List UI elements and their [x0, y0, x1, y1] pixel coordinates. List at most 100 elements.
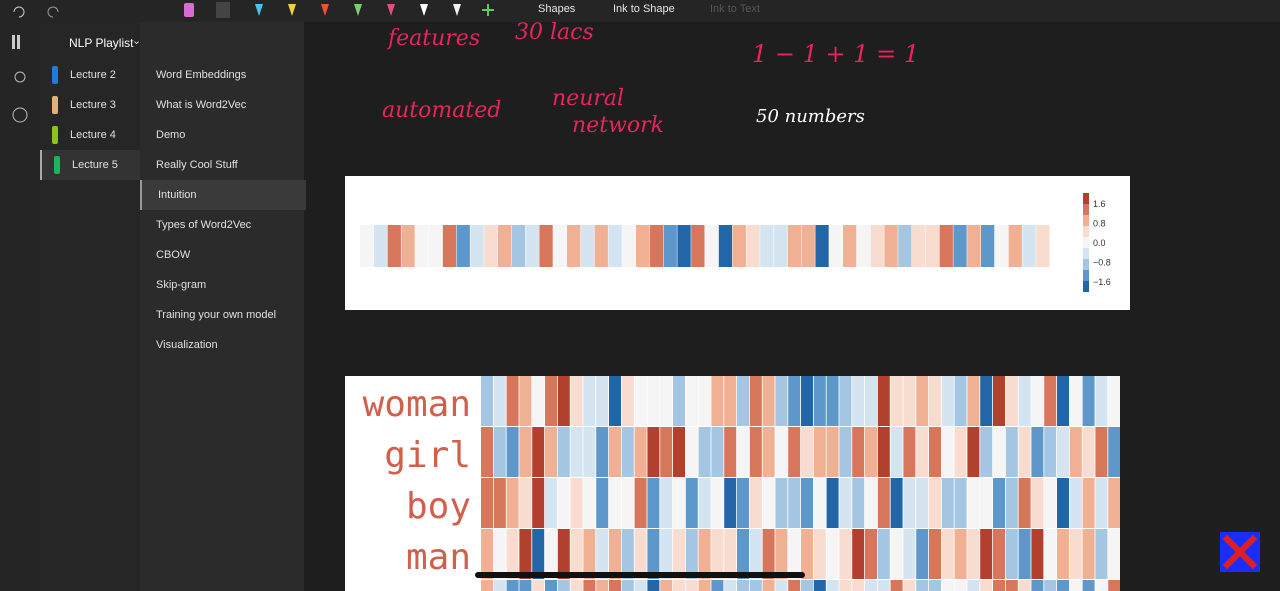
page-label: Intuition — [158, 189, 197, 201]
section-item[interactable]: Lecture 4 — [40, 120, 140, 150]
heat-cell — [1044, 376, 1057, 426]
heat-cell — [967, 478, 980, 528]
heat-cell — [994, 225, 1009, 267]
heat-cell — [519, 376, 532, 426]
heat-cell — [1005, 529, 1018, 579]
heat-cell — [663, 225, 677, 267]
heat-cell — [1057, 580, 1069, 591]
section-item[interactable]: Lecture 2 — [40, 60, 140, 90]
section-item[interactable]: Lecture 5 — [40, 150, 142, 180]
page-label: Skip-gram — [156, 279, 207, 291]
heat-cell — [649, 225, 664, 267]
heat-cell — [967, 225, 981, 267]
row-label: woman — [363, 384, 471, 425]
page-label: CBOW — [156, 249, 191, 261]
ink-to-shape-button[interactable]: Ink to Shape — [613, 3, 675, 15]
heat-cell — [647, 376, 660, 426]
heat-cell — [890, 529, 903, 579]
page-item[interactable]: Intuition — [140, 180, 306, 210]
heat-cell — [609, 580, 621, 591]
section-color — [52, 126, 58, 144]
heat-cell — [415, 225, 429, 267]
page-item[interactable]: Word Embeddings — [140, 60, 304, 90]
heat-cell — [839, 580, 852, 591]
heat-cell — [532, 478, 545, 528]
heat-cell — [852, 427, 865, 477]
heat-cell — [1108, 529, 1120, 579]
heat-cell — [660, 580, 673, 591]
heat-cell — [939, 225, 953, 267]
section-item[interactable]: Lecture 3 — [40, 90, 140, 120]
heat-cell — [698, 427, 711, 477]
heat-cell — [1082, 376, 1095, 426]
ink: 50 numbers — [756, 106, 865, 127]
scroll-bar[interactable] — [475, 572, 805, 578]
heat-cell — [884, 225, 898, 267]
page-item[interactable]: What is Word2Vec — [140, 90, 304, 120]
heat-cell — [493, 376, 506, 426]
page-item[interactable]: Demo — [140, 120, 304, 150]
heat-cell — [865, 427, 877, 477]
colorbar-segment — [1083, 215, 1089, 226]
ink-to-text-button[interactable]: Ink to Text — [710, 3, 760, 15]
notebook-dropdown[interactable]: ⌄ — [132, 35, 142, 47]
heat-cell — [519, 427, 532, 477]
heat-cell — [877, 580, 890, 591]
page-item[interactable]: CBOW — [140, 240, 304, 270]
heat-cell — [941, 478, 954, 528]
heat-cell — [813, 529, 826, 579]
heat-cell — [1022, 225, 1036, 267]
heat-cell — [1069, 376, 1082, 426]
shapes-button[interactable]: Shapes — [538, 3, 576, 15]
heat-cell — [583, 427, 596, 477]
heat-cell — [506, 580, 519, 591]
notebook-name[interactable]: NLP Playlist — [69, 36, 134, 50]
page-label: Types of Word2Vec — [156, 219, 252, 231]
heat-cell — [1031, 376, 1044, 426]
heat-cell — [660, 376, 673, 426]
heat-cell — [912, 225, 926, 267]
heat-cell — [801, 427, 813, 477]
heat-cell — [941, 580, 954, 591]
heat-cell — [967, 427, 980, 477]
heat-cell — [1057, 427, 1069, 477]
colorbar-segment — [1083, 248, 1089, 259]
page-item[interactable]: Training your own model — [140, 300, 304, 330]
heat-cell — [1082, 478, 1095, 528]
heat-cell — [916, 529, 929, 579]
colorbar-segment — [1083, 204, 1089, 215]
heat-cell — [567, 225, 581, 267]
heat-cell — [980, 478, 993, 528]
heat-cell — [749, 580, 762, 591]
heat-cell — [685, 376, 698, 426]
heat-cell — [1057, 478, 1069, 528]
heat-cell — [557, 376, 570, 426]
heat-cell — [596, 427, 609, 477]
heat-cell — [1108, 427, 1120, 477]
heat-cell — [360, 225, 374, 267]
section-color — [52, 66, 58, 84]
heat-cell — [993, 376, 1005, 426]
heat-cell — [916, 580, 929, 591]
section-label: Lecture 4 — [70, 129, 116, 141]
heat-cell — [890, 478, 903, 528]
heat-cell — [870, 225, 884, 267]
heat-cell — [746, 225, 760, 267]
heat-cell — [852, 529, 865, 579]
heat-cell — [1095, 427, 1108, 477]
page-item[interactable]: Types of Word2Vec — [140, 210, 304, 240]
heat-cell — [877, 529, 890, 579]
heat-cell — [532, 580, 545, 591]
heat-cell — [929, 580, 941, 591]
heat-cell — [1082, 580, 1095, 591]
page-label: Training your own model — [156, 309, 277, 321]
heat-cell — [724, 478, 737, 528]
ink: automated — [382, 98, 502, 123]
heat-cell — [737, 427, 749, 477]
heat-cell — [826, 427, 839, 477]
page-item[interactable]: Skip-gram — [140, 270, 304, 300]
heat-cell — [519, 478, 532, 528]
heat-cell — [801, 478, 813, 528]
page-item[interactable]: Visualization — [140, 330, 304, 360]
page-item[interactable]: Really Cool Stuff — [140, 150, 304, 180]
